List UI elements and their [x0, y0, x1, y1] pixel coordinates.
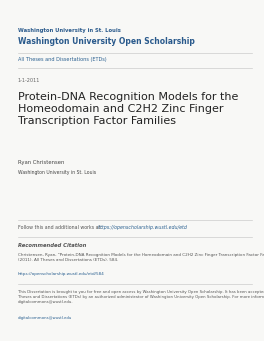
Text: Ryan Christensen: Ryan Christensen	[18, 160, 64, 165]
Text: 1-1-2011: 1-1-2011	[18, 78, 40, 83]
Text: Recommended Citation: Recommended Citation	[18, 243, 86, 248]
Text: All Theses and Dissertations (ETDs): All Theses and Dissertations (ETDs)	[18, 57, 107, 62]
Text: Follow this and additional works at:: Follow this and additional works at:	[18, 225, 104, 230]
Text: https://openscholarship.wustl.edu/etd: https://openscholarship.wustl.edu/etd	[98, 225, 188, 230]
Text: This Dissertation is brought to you for free and open access by Washington Unive: This Dissertation is brought to you for …	[18, 290, 264, 304]
Text: Washington University in St. Louis: Washington University in St. Louis	[18, 28, 121, 33]
Text: Washington University Open Scholarship: Washington University Open Scholarship	[18, 37, 195, 46]
Text: digitalcommons@wustl.edu: digitalcommons@wustl.edu	[18, 316, 72, 320]
Text: Protein-DNA Recognition Models for the
Homeodomain and C2H2 Zinc Finger
Transcri: Protein-DNA Recognition Models for the H…	[18, 92, 238, 126]
Text: Washington University in St. Louis: Washington University in St. Louis	[18, 170, 96, 175]
Text: https://openscholarship.wustl.edu/etd/584: https://openscholarship.wustl.edu/etd/58…	[18, 272, 105, 276]
Text: Christensen, Ryan, "Protein-DNA Recognition Models for the Homeodomain and C2H2 : Christensen, Ryan, "Protein-DNA Recognit…	[18, 253, 264, 262]
